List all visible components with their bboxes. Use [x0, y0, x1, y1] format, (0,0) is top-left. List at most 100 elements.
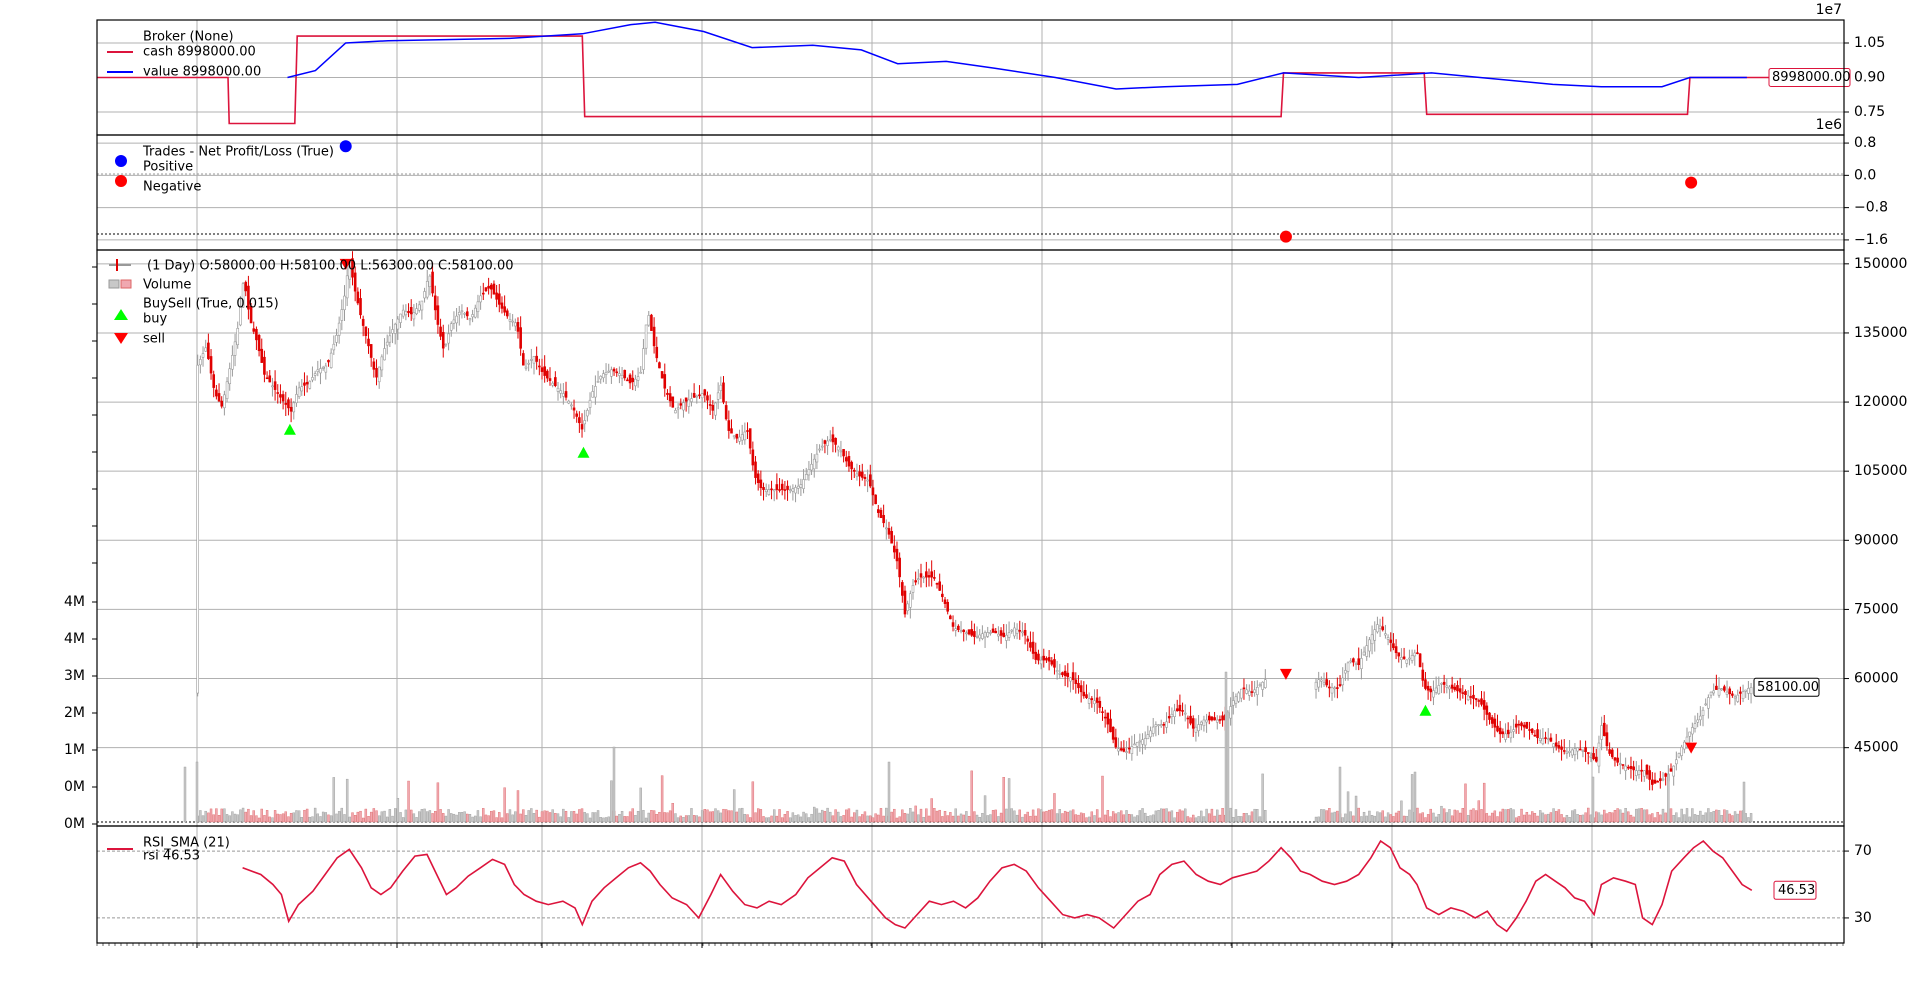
- candle-body: [930, 571, 933, 578]
- candle-body: [746, 430, 749, 432]
- volume-bar: [1512, 809, 1515, 823]
- volume-bar: [834, 809, 837, 823]
- candle-body: [479, 295, 482, 303]
- volume-bar: [500, 817, 504, 823]
- candle-body: [1261, 681, 1264, 690]
- volume-bar: [781, 817, 784, 823]
- candle-body: [1701, 709, 1705, 716]
- volume-bar: [1328, 808, 1331, 823]
- volume-bar: [759, 809, 763, 823]
- candle-body: [1594, 756, 1598, 762]
- candle-body: [810, 463, 813, 471]
- candle-body: [1683, 741, 1686, 750]
- candle-body: [1394, 646, 1398, 654]
- volume-bar: [471, 816, 474, 823]
- candle-body: [1530, 728, 1534, 733]
- volume-bar: [353, 815, 357, 823]
- volume-bar: [482, 808, 485, 823]
- volume-bar: [1547, 813, 1550, 823]
- sell-marker: [1279, 668, 1292, 680]
- volume-tick-label: 3M: [64, 668, 85, 684]
- volume-bar: [714, 808, 717, 823]
- volume-bar: [1709, 812, 1713, 823]
- candle-body: [788, 489, 792, 491]
- volume-bar: [207, 812, 210, 823]
- volume-bar: [1685, 808, 1689, 823]
- candle-body: [1101, 711, 1104, 713]
- volume-bar: [183, 766, 187, 823]
- candle-body: [1114, 737, 1118, 748]
- candle-body: [981, 633, 984, 639]
- volume-bar: [965, 811, 968, 823]
- volume-bar: [244, 811, 247, 823]
- candle-body: [863, 476, 867, 479]
- y-tick-label: 1.05: [1854, 35, 1885, 51]
- volume-bar: [575, 813, 578, 823]
- volume-bar: [1034, 815, 1037, 823]
- candle-body: [1493, 718, 1497, 728]
- candle-body: [313, 373, 317, 376]
- candle-body: [783, 489, 787, 491]
- volume-bar: [1338, 766, 1342, 823]
- candle-body: [1728, 688, 1732, 695]
- candle-body: [1536, 729, 1539, 739]
- candle-body: [559, 390, 562, 394]
- volume-bar: [436, 782, 440, 823]
- candle-body: [554, 377, 557, 387]
- volume-bar: [313, 807, 317, 823]
- candle-body: [1541, 738, 1545, 745]
- candle-body: [399, 313, 402, 323]
- candle-body: [1250, 691, 1254, 693]
- volume-bar: [1523, 814, 1526, 823]
- candle-body: [1597, 742, 1601, 767]
- candle-body: [1635, 770, 1638, 776]
- volume-bar: [476, 810, 480, 823]
- candle-body: [404, 311, 408, 316]
- volume-bar: [1256, 809, 1259, 823]
- candle-body: [874, 494, 877, 505]
- candle-body: [439, 326, 442, 337]
- candle-body: [508, 319, 512, 322]
- volume-bar: [1549, 812, 1553, 823]
- candle-body: [1616, 757, 1619, 763]
- volume-bar: [583, 812, 586, 823]
- volume-bar: [1675, 812, 1678, 823]
- candle-body: [447, 333, 450, 344]
- volume-bar: [1432, 812, 1435, 823]
- volume-bar: [789, 817, 792, 823]
- candle-body: [1103, 716, 1107, 719]
- volume-bar: [882, 815, 885, 823]
- candle-body: [241, 283, 245, 308]
- candle-body: [901, 582, 904, 596]
- volume-bar: [970, 770, 973, 823]
- volume-bar: [1595, 811, 1598, 823]
- y-tick-label: 150000: [1854, 256, 1907, 272]
- candle-body: [780, 483, 784, 490]
- volume-bar: [1584, 812, 1587, 823]
- candle-body: [1330, 687, 1334, 694]
- volume-bar: [1226, 711, 1230, 823]
- volume-bar: [986, 815, 989, 823]
- volume-bar: [620, 811, 624, 823]
- candle-body: [871, 487, 875, 496]
- candle-body: [233, 341, 237, 356]
- volume-bar: [1192, 814, 1195, 823]
- volume-bar: [1362, 811, 1366, 823]
- volume-bar: [407, 780, 410, 823]
- candle-body: [692, 393, 696, 398]
- volume-bar: [1042, 811, 1045, 823]
- volume-bar: [813, 806, 816, 823]
- candle-body: [660, 371, 664, 379]
- volume-bar: [1082, 813, 1086, 823]
- volume-bar: [1133, 816, 1136, 823]
- volume-bar: [949, 812, 952, 823]
- y-tick-label: −1.6: [1854, 232, 1888, 248]
- legend-label: Volume: [143, 278, 191, 293]
- volume-bar: [1202, 816, 1206, 823]
- candle-body: [570, 404, 573, 407]
- candle-body: [1520, 722, 1523, 727]
- candle-body: [551, 382, 554, 386]
- candle-body: [1445, 685, 1449, 688]
- candle-body: [1373, 629, 1377, 641]
